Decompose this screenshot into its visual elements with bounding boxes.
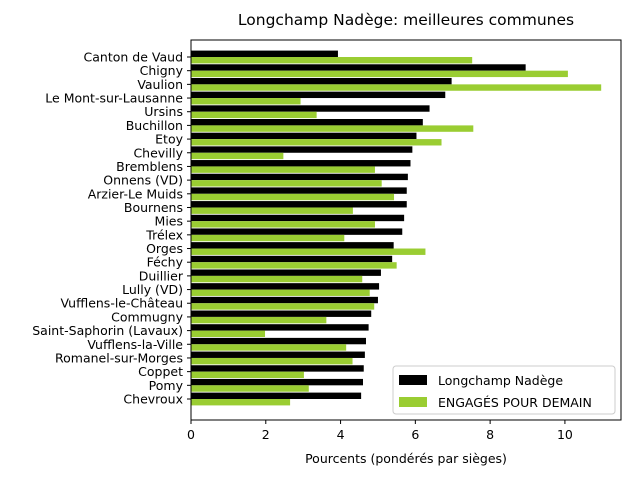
bar-engages-2 bbox=[191, 84, 602, 91]
bar-longchamp-0 bbox=[191, 50, 338, 57]
bar-longchamp-22 bbox=[191, 351, 365, 358]
chart-title: Longchamp Nadège: meilleures communes bbox=[238, 11, 574, 29]
y-tick-label: Commugny bbox=[111, 309, 184, 324]
y-tick-label: Arzier-Le Muids bbox=[88, 186, 183, 201]
bar-engages-25 bbox=[191, 399, 291, 406]
bar-longchamp-8 bbox=[191, 160, 411, 167]
bar-longchamp-24 bbox=[191, 378, 363, 386]
bar-engages-11 bbox=[191, 207, 353, 214]
bar-engages-7 bbox=[191, 152, 284, 160]
bar-engages-16 bbox=[191, 275, 363, 283]
bar-longchamp-20 bbox=[191, 324, 369, 331]
y-tick-label: Trélex bbox=[145, 227, 183, 242]
y-tick-label: Vaulion bbox=[137, 77, 183, 92]
bar-engages-12 bbox=[191, 221, 375, 228]
x-tick-label: 2 bbox=[262, 427, 270, 442]
legend-swatch-1 bbox=[399, 397, 427, 407]
bar-engages-19 bbox=[191, 316, 327, 324]
bar-engages-3 bbox=[191, 98, 301, 105]
bar-longchamp-5 bbox=[191, 119, 423, 126]
bar-engages-8 bbox=[191, 166, 375, 173]
bar-longchamp-15 bbox=[191, 255, 393, 263]
bar-longchamp-7 bbox=[191, 146, 413, 153]
bar-longchamp-10 bbox=[191, 187, 407, 194]
bar-engages-15 bbox=[191, 262, 397, 269]
bar-engages-6 bbox=[191, 139, 442, 146]
x-tick-label: 0 bbox=[187, 427, 195, 442]
y-tick-label: Lully (VD) bbox=[122, 282, 183, 297]
bar-longchamp-6 bbox=[191, 132, 417, 140]
y-tick-label: Romanel-sur-Morges bbox=[55, 350, 183, 365]
x-tick-label: 4 bbox=[337, 427, 345, 442]
plot-frame bbox=[190, 39, 622, 421]
bar-longchamp-4 bbox=[191, 105, 430, 112]
legend-swatch-0 bbox=[399, 375, 427, 385]
bar-longchamp-11 bbox=[191, 201, 407, 208]
y-tick-label: Chevilly bbox=[133, 145, 183, 160]
y-tick-label: Etoy bbox=[155, 132, 183, 147]
bar-engages-23 bbox=[191, 371, 304, 379]
x-tick-label: 10 bbox=[557, 427, 573, 442]
y-tick-label: Coppet bbox=[138, 364, 183, 379]
x-axis-label: Pourcents (pondérés par sièges) bbox=[305, 451, 507, 466]
bar-engages-10 bbox=[191, 193, 395, 201]
y-tick-label: Saint-Saphorin (Lavaux) bbox=[32, 323, 183, 338]
y-tick-label: Le Mont-sur-Lausanne bbox=[45, 91, 183, 106]
y-tick-label: Pomy bbox=[149, 378, 184, 393]
bar-engages-4 bbox=[191, 111, 317, 119]
bar-longchamp-12 bbox=[191, 214, 405, 222]
bar-engages-22 bbox=[191, 357, 353, 365]
legend-label-0: Longchamp Nadège bbox=[438, 373, 563, 388]
bar-engages-1 bbox=[191, 70, 568, 78]
bar-longchamp-17 bbox=[191, 283, 380, 290]
y-tick-label: Bournens bbox=[124, 200, 183, 215]
y-tick-label: Chigny bbox=[140, 63, 184, 78]
legend: Longchamp Nadège ENGAGÉS POUR DEMAIN bbox=[392, 365, 616, 415]
bar-longchamp-2 bbox=[191, 77, 452, 85]
bar-engages-5 bbox=[191, 125, 474, 132]
y-tick-label: Mies bbox=[155, 214, 183, 229]
bar-longchamp-21 bbox=[191, 337, 366, 345]
bar-engages-17 bbox=[191, 289, 370, 296]
legend-box bbox=[392, 365, 616, 415]
bar-longchamp-1 bbox=[191, 64, 526, 71]
y-tick-label: Féchy bbox=[147, 255, 184, 270]
bar-longchamp-25 bbox=[191, 392, 362, 399]
y-tick-label: Duillier bbox=[139, 268, 184, 283]
bar-engages-0 bbox=[191, 57, 473, 64]
bar-engages-9 bbox=[191, 180, 382, 187]
bar-longchamp-19 bbox=[191, 310, 372, 317]
y-tick-label: Onnens (VD) bbox=[103, 173, 183, 188]
y-tick-label: Buchillon bbox=[126, 118, 183, 133]
x-tick-label: 6 bbox=[411, 427, 419, 442]
x-tick-labels: 0 2 4 6 8 10 bbox=[187, 420, 573, 442]
y-tick-label: Bremblens bbox=[116, 159, 183, 174]
bar-longchamp-14 bbox=[191, 242, 394, 249]
y-tick-label: Ursins bbox=[144, 104, 183, 119]
bar-longchamp-3 bbox=[191, 91, 446, 99]
bar-engages-21 bbox=[191, 344, 347, 351]
bar-longchamp-18 bbox=[191, 296, 378, 304]
bar-engages-14 bbox=[191, 248, 426, 255]
bars-group bbox=[191, 50, 602, 406]
y-tick-label: Chevroux bbox=[123, 392, 183, 407]
legend-label-1: ENGAGÉS POUR DEMAIN bbox=[438, 395, 592, 410]
bar-longchamp-16 bbox=[191, 269, 381, 276]
bar-engages-20 bbox=[191, 330, 266, 337]
bar-longchamp-23 bbox=[191, 365, 364, 372]
bar-engages-24 bbox=[191, 385, 309, 392]
y-tick-label: Canton de Vaud bbox=[84, 50, 183, 65]
y-tick-label: Vufflens-le-Château bbox=[60, 296, 183, 311]
y-tick-label: Orges bbox=[146, 241, 183, 256]
bar-engages-13 bbox=[191, 234, 345, 242]
bar-longchamp-13 bbox=[191, 228, 403, 235]
bar-longchamp-9 bbox=[191, 173, 408, 181]
bar-engages-18 bbox=[191, 303, 375, 310]
x-tick-label: 8 bbox=[486, 427, 494, 442]
y-tick-label: Vufflens-la-Ville bbox=[87, 337, 183, 352]
